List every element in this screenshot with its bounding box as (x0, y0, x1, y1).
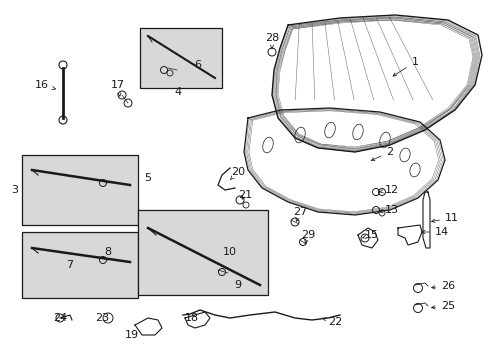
Text: 27: 27 (292, 207, 306, 221)
Bar (22, 155, 138, 225)
Text: 8: 8 (104, 247, 111, 257)
Text: 28: 28 (264, 33, 279, 49)
Text: 21: 21 (238, 190, 251, 200)
Text: 7: 7 (66, 260, 73, 270)
Text: 1: 1 (392, 57, 418, 76)
Text: 11: 11 (431, 213, 458, 223)
Text: 14: 14 (421, 227, 448, 237)
Text: 22: 22 (322, 317, 342, 327)
Text: 15: 15 (362, 230, 378, 240)
Text: 17: 17 (111, 80, 125, 96)
Text: 3: 3 (12, 185, 19, 195)
Text: 10: 10 (223, 247, 237, 257)
Bar (138, 210, 267, 295)
Text: 20: 20 (230, 167, 244, 180)
Text: 19: 19 (124, 330, 139, 340)
Text: 29: 29 (300, 230, 314, 243)
Text: 16: 16 (35, 80, 56, 90)
Text: 4: 4 (174, 87, 181, 97)
Text: 18: 18 (184, 313, 199, 323)
Text: 25: 25 (431, 301, 454, 311)
Text: 26: 26 (431, 281, 454, 291)
Text: 6: 6 (194, 60, 201, 70)
Bar (22, 232, 138, 298)
Text: 23: 23 (95, 313, 109, 323)
Bar (140, 28, 222, 88)
Text: 9: 9 (234, 280, 241, 290)
Text: 5: 5 (144, 173, 151, 183)
Text: 12: 12 (379, 185, 398, 195)
Text: 13: 13 (379, 205, 398, 215)
Text: 2: 2 (370, 147, 393, 161)
Text: 24: 24 (53, 313, 67, 323)
